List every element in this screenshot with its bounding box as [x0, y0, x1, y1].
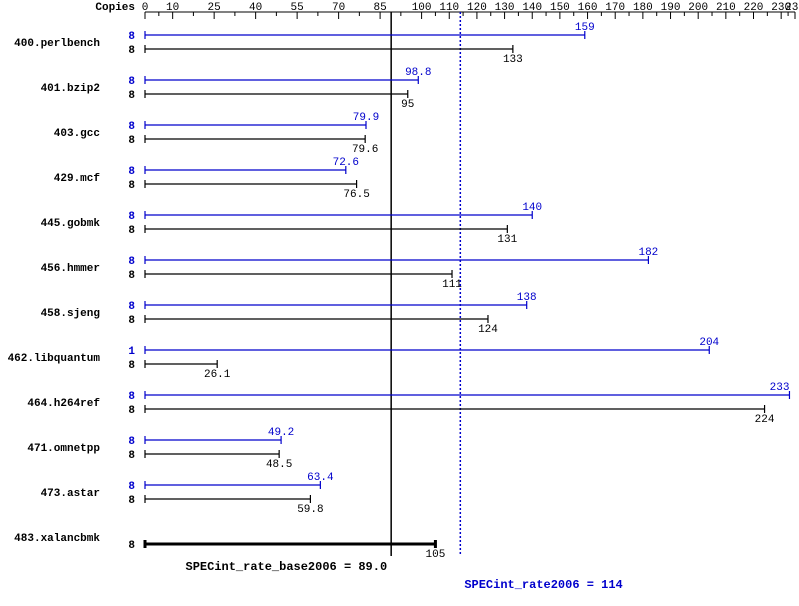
benchmark-label: 445.gobmk	[41, 218, 101, 230]
value-base: 59.8	[297, 504, 323, 516]
copies-base: 8	[128, 270, 135, 282]
value-base: 133	[503, 54, 523, 66]
axis-tick-label: 210	[716, 2, 736, 14]
value-peak: 49.2	[268, 427, 294, 439]
benchmark-label: 401.bzip2	[41, 83, 100, 95]
copies-peak: 8	[128, 436, 135, 448]
value-base: 48.5	[266, 459, 292, 471]
value-base: 105	[426, 549, 446, 561]
value-peak: 204	[699, 337, 719, 349]
axis-tick-label: 110	[439, 2, 459, 14]
axis-tick-label: 140	[522, 2, 542, 14]
benchmark-label: 456.hmmer	[41, 263, 100, 275]
axis-tick-label: 85	[374, 2, 387, 14]
copies-peak: 8	[128, 121, 135, 133]
benchmark-label: 483.xalancbmk	[14, 533, 100, 545]
copies-base: 8	[128, 180, 135, 192]
benchmark-label: 429.mcf	[54, 173, 101, 185]
axis-tick-label: 200	[688, 2, 708, 14]
value-base: 76.5	[343, 189, 369, 201]
copies-peak: 8	[128, 481, 135, 493]
value-base: 224	[755, 414, 775, 426]
copies-peak: 8	[128, 301, 135, 313]
axis-tick-label: 160	[578, 2, 598, 14]
axis-tick-label: 180	[633, 2, 653, 14]
value-peak: 138	[517, 292, 537, 304]
copies-base: 8	[128, 495, 135, 507]
copies-base: 8	[128, 360, 135, 372]
axis-tick-label: 70	[332, 2, 345, 14]
axis-tick-label: 10	[166, 2, 179, 14]
copies-base: 8	[128, 315, 135, 327]
chart-background	[0, 0, 799, 606]
axis-tick-label: 130	[495, 2, 515, 14]
value-base: 111	[442, 279, 462, 291]
summary-peak: SPECint_rate2006 = 114	[464, 578, 622, 592]
value-base: 79.6	[352, 144, 378, 156]
benchmark-label: 464.h264ref	[27, 398, 100, 410]
axis-tick-label: 100	[412, 2, 432, 14]
copies-peak: 8	[128, 391, 135, 403]
value-peak: 159	[575, 22, 595, 34]
copies-peak: 8	[128, 76, 135, 88]
value-base: 124	[478, 324, 498, 336]
copies-base: 8	[128, 450, 135, 462]
value-peak: 63.4	[307, 472, 334, 484]
copies-header: Copies	[95, 2, 135, 14]
axis-tick-label: 235	[785, 2, 799, 14]
axis-tick-label: 0	[142, 2, 149, 14]
axis-tick-label: 150	[550, 2, 570, 14]
benchmark-label: 403.gcc	[54, 128, 100, 140]
copies-base: 8	[128, 90, 135, 102]
value-base: 131	[497, 234, 517, 246]
copies-base: 8	[128, 225, 135, 237]
copies-base: 8	[128, 540, 135, 552]
value-peak: 98.8	[405, 67, 431, 79]
axis-tick-label: 55	[291, 2, 304, 14]
axis-tick-label: 25	[208, 2, 221, 14]
copies-peak: 8	[128, 166, 135, 178]
copies-peak: 8	[128, 31, 135, 43]
benchmark-label: 462.libquantum	[8, 353, 101, 365]
summary-base: SPECint_rate_base2006 = 89.0	[186, 560, 388, 574]
axis-tick-label: 170	[605, 2, 625, 14]
copies-peak: 8	[128, 256, 135, 268]
axis-tick-label: 40	[249, 2, 262, 14]
benchmark-label: 400.perlbench	[14, 38, 100, 50]
value-base: 95	[401, 99, 414, 111]
value-peak: 233	[770, 382, 790, 394]
axis-tick-label: 190	[661, 2, 681, 14]
benchmark-label: 458.sjeng	[41, 308, 100, 320]
value-peak: 79.9	[353, 112, 379, 124]
benchmark-label: 471.omnetpp	[27, 443, 100, 455]
spec-rate-chart: 0 10 25 40 55 70 85 100 110 120 130 140 150 160 170 180…	[0, 0, 799, 606]
value-peak: 182	[638, 247, 658, 259]
copies-base: 8	[128, 135, 135, 147]
value-peak: 140	[522, 202, 542, 214]
value-base: 26.1	[204, 369, 231, 381]
value-peak: 72.6	[333, 157, 359, 169]
copies-peak: 8	[128, 211, 135, 223]
axis-tick-label: 220	[744, 2, 764, 14]
copies-base: 8	[128, 45, 135, 57]
copies-peak: 1	[128, 346, 135, 358]
benchmark-label: 473.astar	[41, 488, 100, 500]
axis-tick-label: 120	[467, 2, 487, 14]
copies-base: 8	[128, 405, 135, 417]
